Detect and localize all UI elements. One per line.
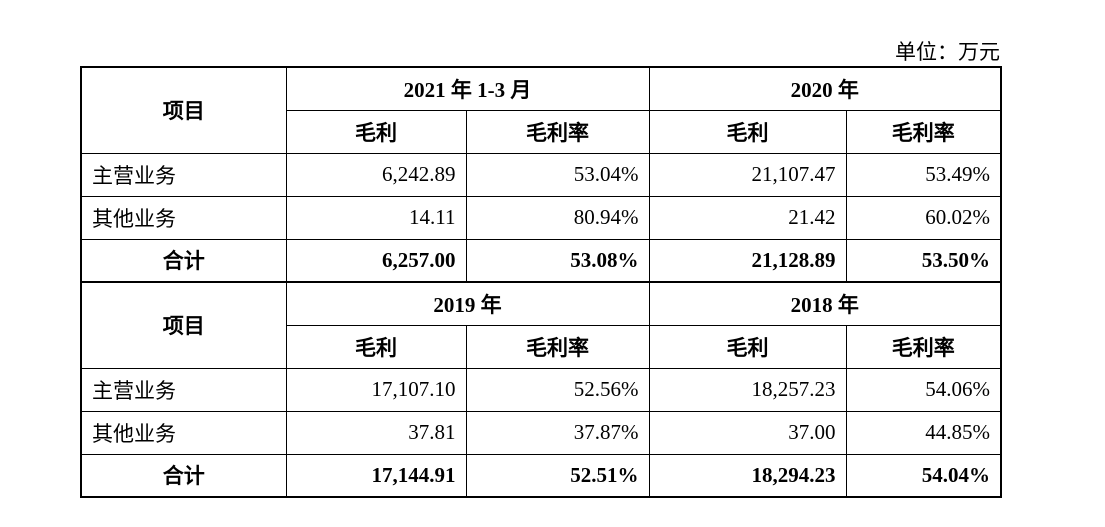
cell: 52.51% bbox=[465, 453, 650, 498]
period-header: 2020 年 bbox=[648, 66, 1002, 111]
column-header: 毛利 bbox=[285, 109, 467, 154]
cell: 53.49% bbox=[845, 152, 1002, 197]
column-header: 毛利 bbox=[648, 109, 847, 154]
item-header: 项目 bbox=[80, 281, 287, 369]
cell: 17,107.10 bbox=[285, 367, 467, 412]
period-header: 2021 年 1-3 月 bbox=[285, 66, 650, 111]
cell: 21,128.89 bbox=[648, 238, 847, 283]
column-header: 毛利率 bbox=[845, 109, 1002, 154]
data-row: 其他业务 37.81 37.87% 37.00 44.85% bbox=[80, 410, 1002, 455]
period-header: 2018 年 bbox=[648, 281, 1002, 326]
cell: 6,242.89 bbox=[285, 152, 467, 197]
cell: 52.56% bbox=[465, 367, 650, 412]
table-body: 项目 2021 年 1-3 月 2020 年毛利 毛利率 毛利 毛利率 主营业务 6,242.… bbox=[80, 66, 1002, 498]
cell: 53.04% bbox=[465, 152, 650, 197]
column-header: 毛利率 bbox=[465, 324, 650, 369]
cell: 80.94% bbox=[465, 195, 650, 240]
column-header: 毛利率 bbox=[465, 109, 650, 154]
row-label: 其他业务 bbox=[80, 410, 287, 455]
column-header: 毛利 bbox=[285, 324, 467, 369]
item-header: 项目 bbox=[80, 66, 287, 154]
row-label: 合计 bbox=[80, 238, 287, 283]
row-label: 主营业务 bbox=[80, 152, 287, 197]
cell: 53.50% bbox=[845, 238, 1002, 283]
cell: 21.42 bbox=[648, 195, 847, 240]
header-row: 项目 2021 年 1-3 月 2020 年 bbox=[80, 66, 1002, 154]
cell: 17,144.91 bbox=[285, 453, 467, 498]
unit-label: 单位：万元 bbox=[895, 40, 1000, 64]
cell: 18,294.23 bbox=[648, 453, 847, 498]
cell: 60.02% bbox=[845, 195, 1002, 240]
cell: 37.81 bbox=[285, 410, 467, 455]
cell: 53.08% bbox=[465, 238, 650, 283]
data-row: 主营业务 17,107.10 52.56% 18,257.23 54.06% bbox=[80, 367, 1002, 412]
cell: 54.06% bbox=[845, 367, 1002, 412]
cell: 37.87% bbox=[465, 410, 650, 455]
total-row: 合计 17,144.91 52.51% 18,294.23 54.04% bbox=[80, 453, 1002, 498]
period-header: 2019 年 bbox=[285, 281, 650, 326]
cell: 6,257.00 bbox=[285, 238, 467, 283]
row-label: 其他业务 bbox=[80, 195, 287, 240]
cell: 18,257.23 bbox=[648, 367, 847, 412]
cell: 37.00 bbox=[648, 410, 847, 455]
gross-profit-table: 项目 2021 年 1-3 月 2020 年毛利 毛利率 毛利 毛利率 主营业务 6,242.… bbox=[80, 66, 1002, 498]
header-row: 项目 2019 年 2018 年 bbox=[80, 281, 1002, 369]
row-label: 合计 bbox=[80, 453, 287, 498]
cell: 44.85% bbox=[845, 410, 1002, 455]
cell: 54.04% bbox=[845, 453, 1002, 498]
data-row: 主营业务 6,242.89 53.04% 21,107.47 53.49% bbox=[80, 152, 1002, 197]
row-label: 主营业务 bbox=[80, 367, 287, 412]
column-header: 毛利 bbox=[648, 324, 847, 369]
cell: 21,107.47 bbox=[648, 152, 847, 197]
cell: 14.11 bbox=[285, 195, 467, 240]
data-row: 其他业务 14.11 80.94% 21.42 60.02% bbox=[80, 195, 1002, 240]
total-row: 合计 6,257.00 53.08% 21,128.89 53.50% bbox=[80, 238, 1002, 283]
column-header: 毛利率 bbox=[845, 324, 1002, 369]
